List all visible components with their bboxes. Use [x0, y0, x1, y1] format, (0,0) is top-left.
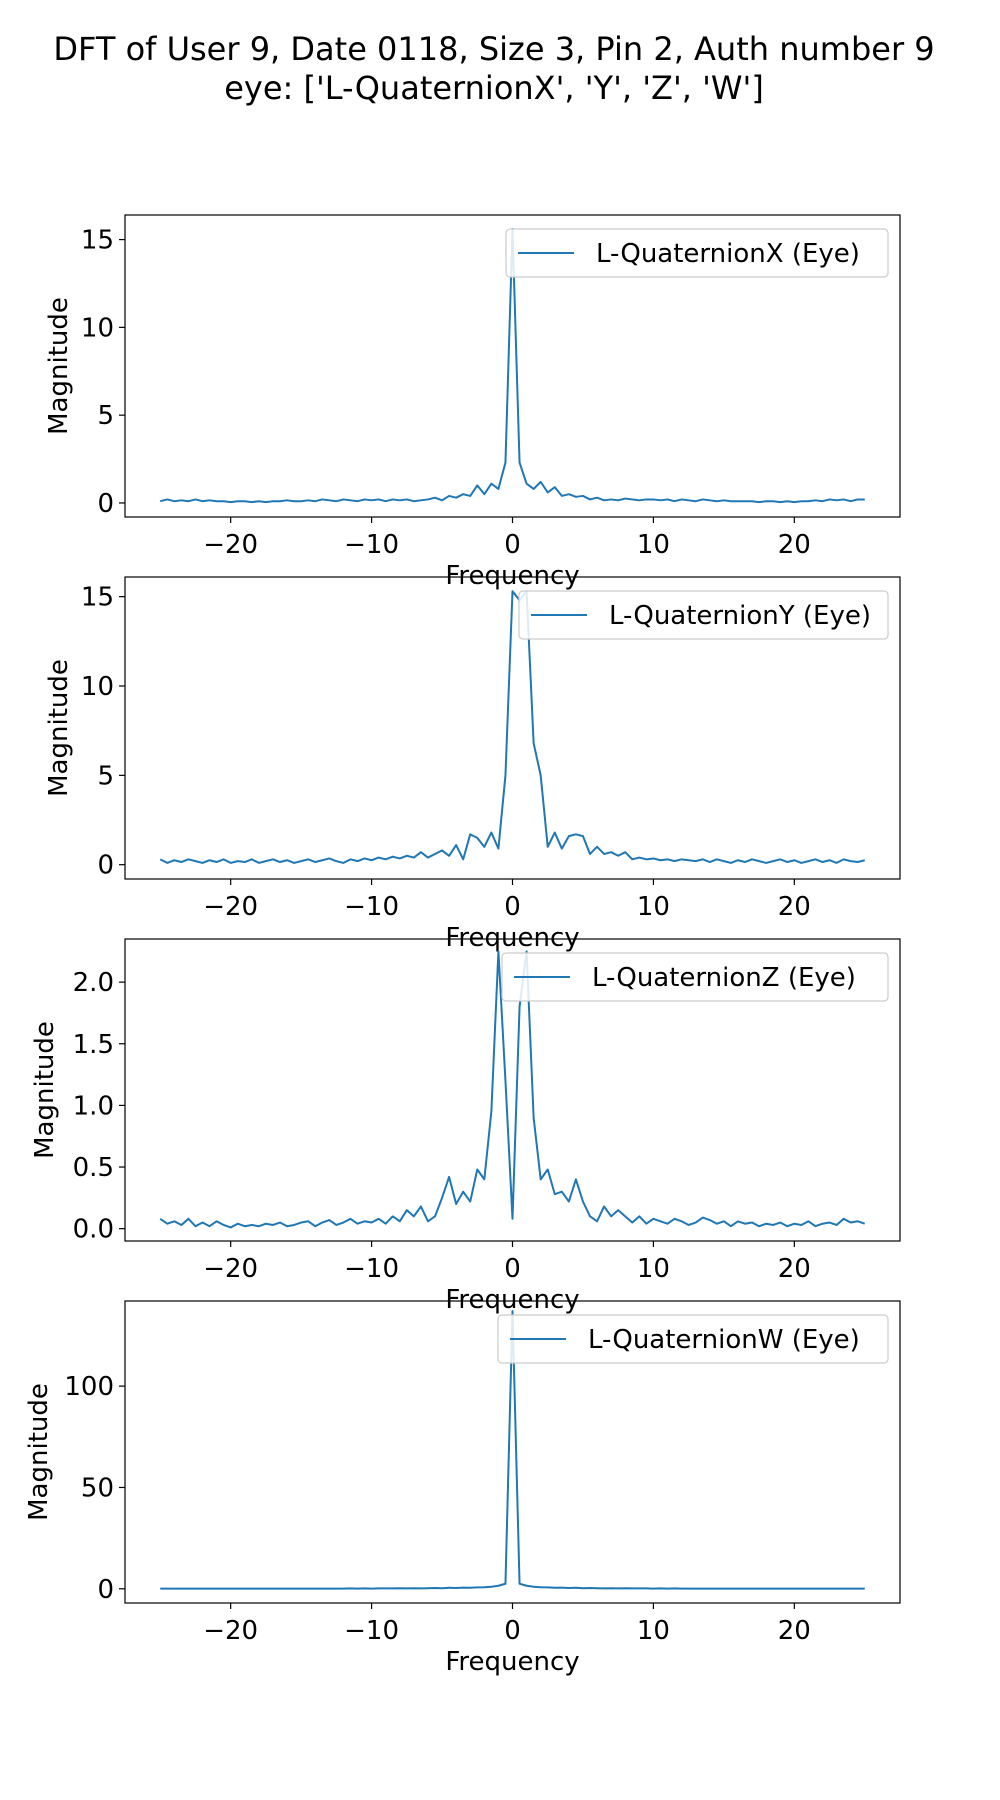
y-tick-label: 5	[97, 401, 114, 431]
series-line	[159, 590, 866, 864]
y-tick-label: 0.0	[73, 1215, 114, 1245]
y-tick-label: 2.0	[73, 968, 114, 998]
y-tick-label: 100	[64, 1372, 114, 1402]
y-tick-label: 15	[81, 583, 114, 613]
x-tick-label: −20	[203, 530, 258, 560]
x-tick-label: −20	[203, 892, 258, 922]
subplot-panels: −20 −10 0 10 20 0 5 10 15 Frequency Magnitude L-Qua…	[24, 214, 901, 1677]
subplot-4: −20 −10 0 10 20 0 50 100 Frequency Magnitude L-Qua…	[24, 1300, 901, 1677]
x-tick-label: 0	[504, 530, 521, 560]
legend-label: L-QuaternionW (Eye)	[588, 1325, 860, 1355]
x-axis-label: Frequency	[445, 1285, 579, 1315]
y-axis-label: Magnitude	[30, 1021, 60, 1159]
x-axis-label: Frequency	[445, 561, 579, 591]
y-tick-label: 15	[81, 226, 114, 256]
subplot-2: −20 −10 0 10 20 0 5 10 15 Frequency Magnitude L-Qua…	[44, 576, 901, 953]
series-line	[160, 1310, 865, 1590]
legend-box	[518, 590, 889, 640]
legend-label: L-QuaternionX (Eye)	[596, 239, 860, 269]
x-tick-label: 10	[637, 1616, 670, 1646]
x-tick-label: −10	[344, 1254, 399, 1284]
x-tick-label: 20	[778, 892, 811, 922]
x-axis-label: Frequency	[445, 1647, 579, 1677]
x-tick-label: 20	[778, 1616, 811, 1646]
x-tick-label: −20	[203, 1616, 258, 1646]
x-tick-label: 10	[637, 530, 670, 560]
y-tick-label: 0	[97, 851, 114, 881]
y-tick-label: 5	[97, 761, 114, 791]
x-tick-label: 0	[504, 892, 521, 922]
y-tick-label: 1.0	[73, 1091, 114, 1121]
legend-box	[497, 1314, 889, 1364]
x-tick-label: −10	[344, 530, 399, 560]
y-axis-label: Magnitude	[44, 297, 74, 435]
x-tick-label: −20	[203, 1254, 258, 1284]
x-tick-label: 10	[637, 1254, 670, 1284]
subplot-1: −20 −10 0 10 20 0 5 10 15 Frequency Magnitude L-Qua…	[44, 214, 901, 591]
x-tick-label: −10	[344, 1616, 399, 1646]
x-tick-label: 0	[504, 1616, 521, 1646]
legend-label: L-QuaternionZ (Eye)	[592, 963, 856, 993]
y-tick-label: 1.5	[73, 1030, 114, 1060]
y-tick-label: 0.5	[73, 1153, 114, 1183]
series-line	[159, 950, 866, 1229]
subplot-3: −20 −10 0 10 20 0.0 0.5 1.0 1.5 2.0 Frequency Magni…	[30, 938, 901, 1315]
y-tick-label: 0	[97, 1575, 114, 1605]
figure-title-line-1: DFT of User 9, Date 0118, Size 3, Pin 2,…	[53, 30, 934, 68]
y-tick-label: 10	[81, 313, 114, 343]
y-tick-label: 50	[81, 1473, 114, 1503]
legend-box	[505, 228, 889, 278]
legend-box	[501, 952, 889, 1002]
x-tick-label: −10	[344, 892, 399, 922]
figure-title-line-2: eye: ['L-QuaternionX', 'Y', 'Z', 'W']	[224, 69, 764, 107]
x-tick-label: 10	[637, 892, 670, 922]
y-tick-label: 10	[81, 672, 114, 702]
x-tick-label: 20	[778, 1254, 811, 1284]
x-axis-label: Frequency	[445, 923, 579, 953]
y-axis-label: Magnitude	[44, 659, 74, 797]
x-tick-label: 20	[778, 530, 811, 560]
legend-label: L-QuaternionY (Eye)	[609, 601, 871, 631]
y-axis-label: Magnitude	[24, 1383, 54, 1521]
y-tick-label: 0	[97, 489, 114, 519]
x-tick-label: 0	[504, 1254, 521, 1284]
